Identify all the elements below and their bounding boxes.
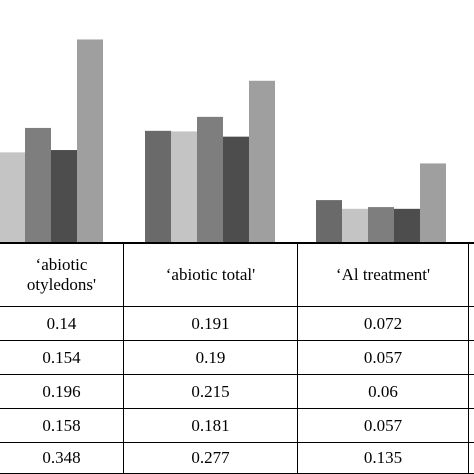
- column-header: ‘Al treatment': [298, 244, 468, 306]
- table-top-border: [0, 243, 474, 244]
- column-header-line: ‘abiotic: [35, 255, 88, 274]
- bar-2-5: [249, 80, 275, 242]
- bar-1-5: [77, 39, 103, 242]
- header-bottom-border: [0, 306, 474, 307]
- column-header-line: otyledons': [26, 275, 97, 294]
- bar-3-2: [342, 208, 368, 242]
- table-cell: 0.072: [363, 313, 403, 333]
- table-cell: 0.181: [191, 415, 230, 435]
- bar-2-4: [223, 136, 249, 242]
- column-header-label: ‘Al treatment': [335, 265, 431, 284]
- bar-2-2: [171, 131, 197, 242]
- table-cell: 0.158: [42, 415, 81, 435]
- column-divider: [297, 243, 298, 474]
- table-cell: 0.14: [46, 313, 77, 333]
- bar-3-3: [368, 207, 394, 242]
- row-border: [0, 408, 474, 409]
- bar-chart: [0, 39, 474, 243]
- bar-3-1: [316, 200, 342, 242]
- table-cell: 0.348: [42, 448, 81, 467]
- row-border: [0, 340, 474, 341]
- table-cell: 0.057: [363, 347, 403, 367]
- bar-1-2: [0, 152, 25, 242]
- bar-2-3: [197, 116, 223, 242]
- column-header: ‘abiotic otyledons': [0, 244, 123, 306]
- table-cell: 0.154: [42, 347, 81, 367]
- table-cell: 0.19: [195, 347, 226, 367]
- table-cell: 0.277: [191, 448, 230, 467]
- column-divider: [123, 243, 124, 474]
- column-header: ‘abiotic total': [124, 244, 297, 306]
- table-cell: 0.215: [191, 381, 230, 401]
- bar-3-5: [420, 163, 446, 242]
- bar-3-4: [394, 208, 420, 242]
- bar-1-4: [51, 150, 77, 242]
- column-header-label: ‘abiotic total': [165, 265, 256, 284]
- table-cell: 0.196: [42, 381, 81, 401]
- bar-1-3: [25, 127, 51, 242]
- table-cell: 0.191: [191, 313, 230, 333]
- data-table: ‘abiotic otyledons' ‘abiotic total' ‘Al …: [0, 243, 474, 474]
- row-border: [0, 442, 474, 443]
- table-cell: 0.06: [368, 381, 398, 401]
- bars-group: [0, 39, 446, 242]
- row-border: [0, 374, 474, 375]
- column-divider: [468, 243, 469, 474]
- bar-2-1: [145, 130, 171, 242]
- table-cell: 0.057: [363, 415, 403, 435]
- table-cell: 0.135: [363, 448, 403, 467]
